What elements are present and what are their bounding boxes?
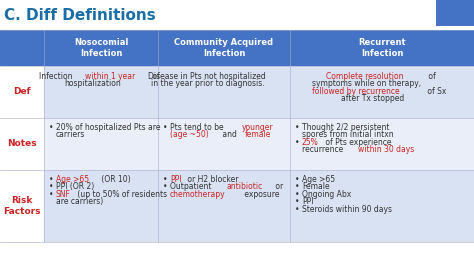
Bar bbox=[0, 66, 44, 118]
Text: Steroids within 90 days: Steroids within 90 days bbox=[302, 205, 392, 214]
Text: •: • bbox=[295, 183, 300, 191]
Text: 25%: 25% bbox=[302, 138, 319, 147]
Text: SNF: SNF bbox=[56, 190, 71, 199]
Text: Age >65: Age >65 bbox=[302, 175, 335, 184]
Text: of Pts experience: of Pts experience bbox=[323, 138, 392, 147]
Text: hospitalization: hospitalization bbox=[64, 79, 121, 88]
Text: of: of bbox=[426, 72, 436, 81]
Text: younger: younger bbox=[242, 123, 273, 132]
Text: •: • bbox=[295, 205, 300, 214]
Bar bbox=[436, 0, 474, 26]
Text: of Sx: of Sx bbox=[425, 87, 446, 96]
Text: recurrence: recurrence bbox=[302, 145, 346, 154]
Text: PPI (OR 2): PPI (OR 2) bbox=[56, 183, 94, 191]
Text: antibiotic: antibiotic bbox=[227, 183, 263, 191]
Text: PPI: PPI bbox=[302, 197, 313, 206]
Text: of: of bbox=[150, 72, 160, 81]
Text: Infection: Infection bbox=[39, 72, 75, 81]
Text: chemotherapy: chemotherapy bbox=[170, 190, 226, 199]
Text: •: • bbox=[295, 138, 300, 147]
Text: Thought 2/2 persistent: Thought 2/2 persistent bbox=[302, 123, 389, 132]
Text: carriers: carriers bbox=[56, 130, 85, 140]
Text: and: and bbox=[220, 130, 239, 140]
Text: •: • bbox=[49, 183, 54, 191]
Bar bbox=[44, 66, 474, 118]
Bar bbox=[0, 30, 474, 66]
Text: Complete resolution: Complete resolution bbox=[326, 72, 403, 81]
Text: exposure: exposure bbox=[242, 190, 279, 199]
Bar bbox=[0, 118, 44, 170]
Text: Community Acquired
Infection: Community Acquired Infection bbox=[174, 38, 273, 58]
Text: after Tx stopped: after Tx stopped bbox=[341, 94, 404, 103]
Text: •: • bbox=[49, 123, 54, 132]
Text: Nosocomial
Infection: Nosocomial Infection bbox=[74, 38, 128, 58]
Text: •: • bbox=[49, 190, 54, 199]
Text: C. Diff Definitions: C. Diff Definitions bbox=[4, 7, 156, 23]
Text: within 30 days: within 30 days bbox=[358, 145, 414, 154]
Text: 20% of hospitalized Pts are: 20% of hospitalized Pts are bbox=[56, 123, 160, 132]
Text: symptoms while on therapy,: symptoms while on therapy, bbox=[311, 79, 421, 88]
Text: •: • bbox=[295, 190, 300, 199]
Text: Female: Female bbox=[302, 183, 329, 191]
Text: PPI: PPI bbox=[170, 175, 182, 184]
Text: •: • bbox=[163, 183, 167, 191]
Text: Ongoing Abx: Ongoing Abx bbox=[302, 190, 351, 199]
Text: are carriers): are carriers) bbox=[56, 197, 103, 206]
Text: Disease in Pts not hospitalized: Disease in Pts not hospitalized bbox=[148, 72, 266, 81]
Bar bbox=[0, 0, 474, 30]
Text: Def: Def bbox=[13, 88, 31, 97]
Text: (up to 50% of residents: (up to 50% of residents bbox=[75, 190, 167, 199]
Bar bbox=[0, 170, 44, 242]
Text: •: • bbox=[163, 123, 167, 132]
Text: followed by recurrence: followed by recurrence bbox=[312, 87, 399, 96]
Text: within 1 year: within 1 year bbox=[85, 72, 136, 81]
Text: spores from initial intxn: spores from initial intxn bbox=[302, 130, 393, 140]
Text: •: • bbox=[295, 175, 300, 184]
Text: or H2 blocker: or H2 blocker bbox=[185, 175, 238, 184]
Text: Outpatient: Outpatient bbox=[170, 183, 214, 191]
Text: Risk
Factors: Risk Factors bbox=[3, 196, 41, 216]
Text: Recurrent
Infection: Recurrent Infection bbox=[358, 38, 406, 58]
Text: (OR 10): (OR 10) bbox=[99, 175, 130, 184]
Text: Pts tend to be: Pts tend to be bbox=[170, 123, 226, 132]
Text: Age >65: Age >65 bbox=[56, 175, 89, 184]
Text: in the year prior to diagnosis.: in the year prior to diagnosis. bbox=[151, 79, 264, 88]
Text: or: or bbox=[273, 183, 283, 191]
Bar bbox=[44, 118, 474, 170]
Text: female: female bbox=[245, 130, 271, 140]
Text: Notes: Notes bbox=[7, 140, 37, 148]
Text: •: • bbox=[163, 175, 167, 184]
Text: •: • bbox=[295, 123, 300, 132]
Text: (age ~50): (age ~50) bbox=[170, 130, 209, 140]
Bar bbox=[44, 170, 474, 242]
Text: •: • bbox=[49, 175, 54, 184]
Text: •: • bbox=[295, 197, 300, 206]
